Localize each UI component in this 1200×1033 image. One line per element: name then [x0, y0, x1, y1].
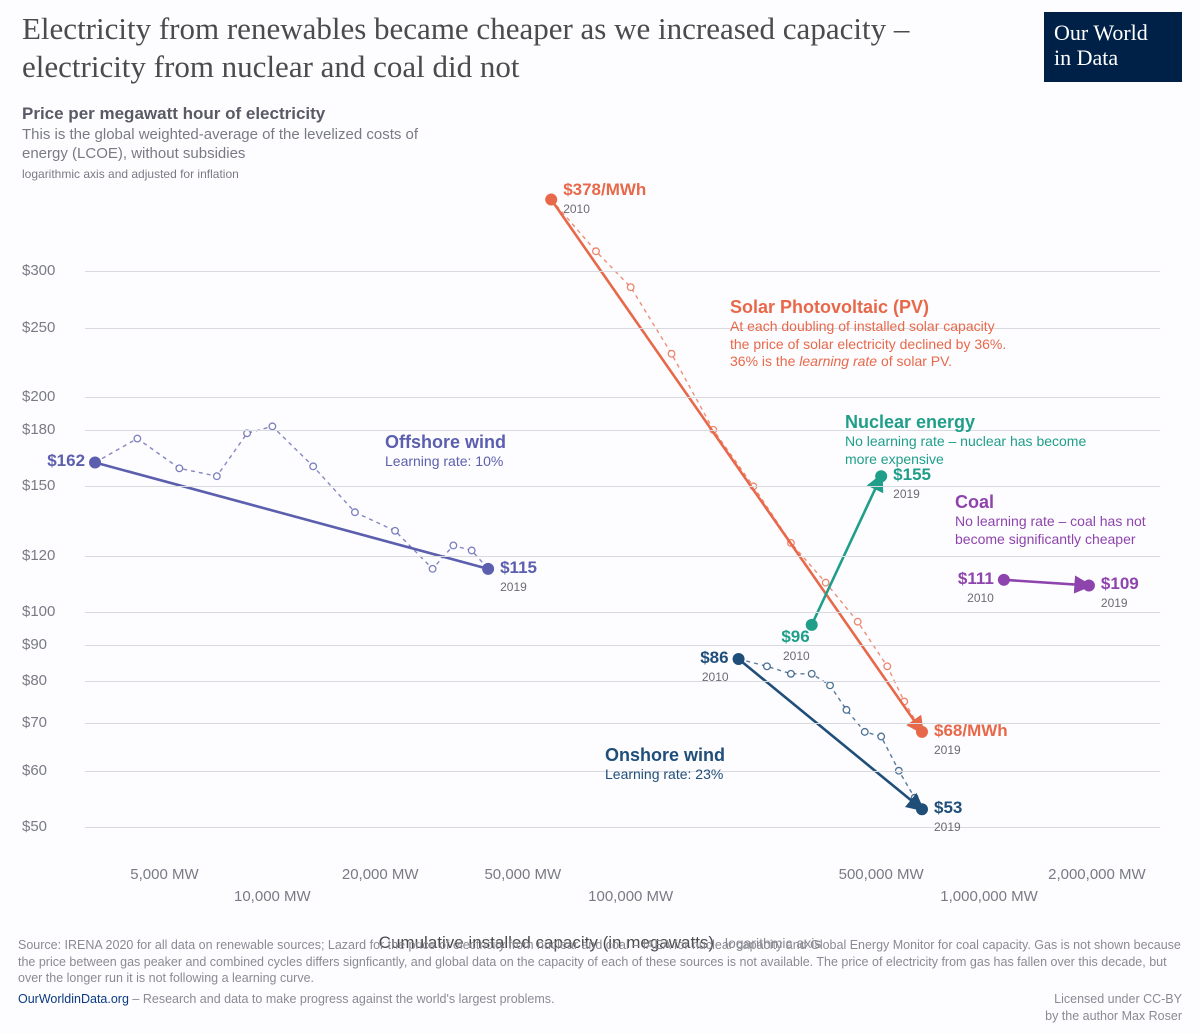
coal-trend-line: [1004, 580, 1089, 586]
solar-start-label: $378/MWh2010: [563, 180, 646, 218]
chart-title: Electricity from renewables became cheap…: [22, 10, 1022, 86]
y-tick-label: $250: [22, 319, 77, 336]
nuclear-end-label: $1552019: [893, 465, 931, 503]
footer-link-row: OurWorldinData.org – Research and data t…: [18, 991, 554, 1025]
offshore-trend-line: [95, 462, 488, 568]
offshore-detail-marker: [244, 430, 251, 437]
y-gridline: [85, 827, 1160, 828]
y-tick-label: $80: [22, 672, 77, 689]
y-gridline: [85, 612, 1160, 613]
offshore-detail-marker: [310, 463, 317, 470]
x-tick-label: 5,000 MW: [104, 866, 224, 883]
onshore-detail-marker: [843, 707, 850, 714]
offshore-detail-marker: [392, 527, 399, 534]
offshore-detail-marker: [269, 423, 276, 430]
x-tick-label: 1,000,000 MW: [929, 888, 1049, 905]
y-tick-label: $120: [22, 547, 77, 564]
onshore-detail-marker: [808, 670, 815, 677]
y-axis-subtitle: This is the global weighted-average of t…: [22, 126, 452, 164]
x-tick-label: 50,000 MW: [463, 866, 583, 883]
y-gridline: [85, 271, 1160, 272]
offshore-detail-marker: [134, 435, 141, 442]
offshore-end-label: $1152019: [500, 558, 537, 596]
y-axis-header: Price per megawatt hour of electricity T…: [22, 104, 452, 181]
y-tick-label: $90: [22, 636, 77, 653]
offshore-end-point: [482, 563, 494, 575]
logo-line-1: Our World: [1054, 20, 1172, 45]
onshore-detail-marker: [861, 729, 868, 736]
offshore-detail-marker: [429, 566, 436, 573]
offshore-start-label: $162: [5, 451, 85, 471]
onshore-detail-marker: [827, 682, 834, 689]
x-tick-label: 10,000 MW: [212, 888, 332, 905]
offshore-annotation: Offshore windLearning rate: 10%: [385, 432, 685, 471]
footer-license-1: Licensed under CC-BY: [1045, 991, 1182, 1008]
footer-link[interactable]: OurWorldinData.org: [18, 992, 129, 1006]
onshore-end-point: [916, 803, 928, 815]
footer-source: Source: IRENA 2020 for all data on renew…: [18, 937, 1182, 988]
footer-license-2: by the author Max Roser: [1045, 1008, 1182, 1025]
coal-annotation: CoalNo learning rate – coal has notbecom…: [955, 492, 1200, 548]
offshore-detail-marker: [176, 465, 183, 472]
offshore-detail-marker: [450, 542, 457, 549]
coal-end-label: $1092019: [1101, 574, 1139, 612]
y-tick-label: $70: [22, 714, 77, 731]
solar-annotation: Solar Photovoltaic (PV)At each doubling …: [730, 297, 1030, 371]
solar-detail-marker: [884, 663, 891, 670]
x-tick-label: 100,000 MW: [571, 888, 691, 905]
y-tick-label: $100: [22, 603, 77, 620]
solar-detail-marker: [854, 618, 861, 625]
offshore-detail-marker: [468, 547, 475, 554]
nuclear-end-point: [875, 470, 887, 482]
onshore-detail-marker: [878, 733, 885, 740]
nuclear-trend-line: [812, 476, 881, 625]
x-tick-label: 20,000 MW: [320, 866, 440, 883]
plot-area: $50$60$70$80$90$100$120$150$180$200$250$…: [85, 182, 1160, 860]
footer-license: Licensed under CC-BY by the author Max R…: [1045, 991, 1182, 1025]
onshore-start-label: $862010: [649, 648, 729, 686]
y-gridline: [85, 645, 1160, 646]
offshore-start-point: [89, 456, 101, 468]
offshore-detail-marker: [352, 509, 359, 516]
y-tick-label: $300: [22, 262, 77, 279]
solar-detail-marker: [822, 579, 829, 586]
x-tick-label: 2,000,000 MW: [1037, 866, 1157, 883]
y-tick-label: $60: [22, 762, 77, 779]
nuclear-annotation: Nuclear energyNo learning rate – nuclear…: [845, 412, 1145, 468]
x-tick-label: 500,000 MW: [821, 866, 941, 883]
y-axis-note: logarithmic axis and adjusted for inflat…: [22, 167, 452, 181]
solar-end-point: [916, 726, 928, 738]
onshore-detail-marker: [788, 670, 795, 677]
chart-footer: Source: IRENA 2020 for all data on renew…: [18, 937, 1182, 1025]
coal-end-point: [1083, 579, 1095, 591]
y-axis-title-bold: Price per megawatt hour of electricity: [22, 104, 452, 124]
owid-logo: Our World in Data: [1044, 12, 1182, 82]
y-gridline: [85, 486, 1160, 487]
solar-end-label: $68/MWh2019: [934, 721, 1008, 759]
coal-start-label: $1112010: [914, 569, 994, 607]
coal-start-point: [998, 574, 1010, 586]
onshore-end-label: $532019: [934, 798, 962, 836]
logo-line-2: in Data: [1054, 45, 1172, 70]
y-tick-label: $180: [22, 421, 77, 438]
y-tick-label: $200: [22, 388, 77, 405]
onshore-annotation: Onshore windLearning rate: 23%: [605, 745, 905, 784]
y-tick-label: $50: [22, 818, 77, 835]
chart-page: Electricity from renewables became cheap…: [0, 0, 1200, 1033]
solar-start-point: [545, 194, 557, 206]
nuclear-start-label: $962010: [732, 627, 810, 665]
y-gridline: [85, 397, 1160, 398]
y-tick-label: $150: [22, 477, 77, 494]
y-gridline: [85, 556, 1160, 557]
offshore-detail-marker: [214, 473, 221, 480]
solar-detail-marker: [627, 284, 634, 291]
solar-detail-marker: [593, 248, 600, 255]
solar-detail-marker: [668, 350, 675, 357]
footer-link-suffix: – Research and data to make progress aga…: [129, 992, 555, 1006]
y-gridline: [85, 681, 1160, 682]
